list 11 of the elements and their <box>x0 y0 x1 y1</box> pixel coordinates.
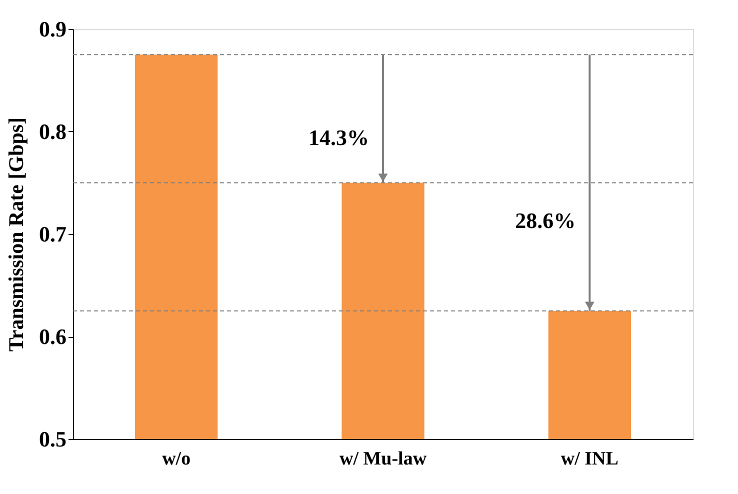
y-tick-label: 0.5 <box>39 426 66 452</box>
annotation: 28.6% <box>515 208 576 234</box>
y-tick-label: 0.6 <box>39 324 66 349</box>
x-tick-label: w/ INL <box>560 448 618 470</box>
y-tick-label: 0.8 <box>39 119 66 144</box>
y-tick-label: 0.9 <box>39 16 66 42</box>
x-tick-label: w/o <box>162 448 191 470</box>
x-tick-label: w/ Mu-law <box>339 448 427 470</box>
y-tick-label: 0.7 <box>39 222 66 246</box>
annotation: 14.3% <box>308 124 369 150</box>
y-axis-title: Transmission Rate [Gbps] <box>4 117 28 352</box>
